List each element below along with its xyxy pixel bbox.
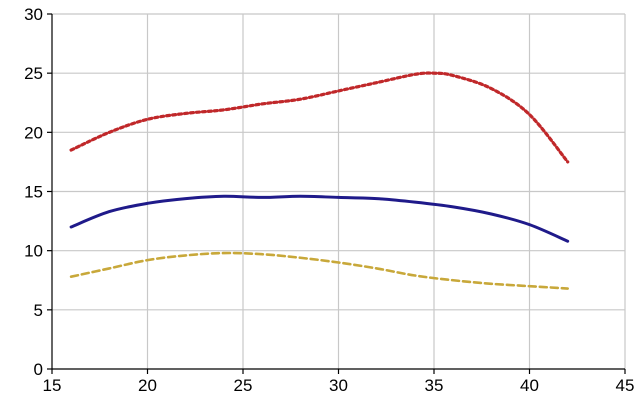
y-tick-label: 5 — [34, 301, 43, 320]
x-tick-label: 40 — [520, 376, 539, 395]
y-tick-label: 0 — [34, 360, 43, 379]
y-tick-label: 25 — [24, 64, 43, 83]
y-tick-label: 10 — [24, 242, 43, 261]
x-tick-label: 25 — [234, 376, 253, 395]
series-line-1 — [69, 71, 570, 164]
y-tick-label: 30 — [24, 5, 43, 24]
x-tick-label: 15 — [43, 376, 62, 395]
series-line-2 — [69, 194, 570, 243]
series-layer — [69, 71, 570, 290]
x-tick-label: 30 — [329, 376, 348, 395]
y-tick-label: 15 — [24, 183, 43, 202]
series-line-3 — [69, 251, 569, 290]
axis-layer — [47, 13, 626, 374]
x-tick-label: 35 — [425, 376, 444, 395]
x-tick-label: 20 — [138, 376, 157, 395]
y-tick-label: 20 — [24, 123, 43, 142]
x-tick-label: 45 — [616, 376, 635, 395]
label-layer: 15 20 25 30 35 40 45 0 5 10 15 20 25 30 — [24, 5, 634, 395]
grid-layer — [52, 13, 626, 369]
